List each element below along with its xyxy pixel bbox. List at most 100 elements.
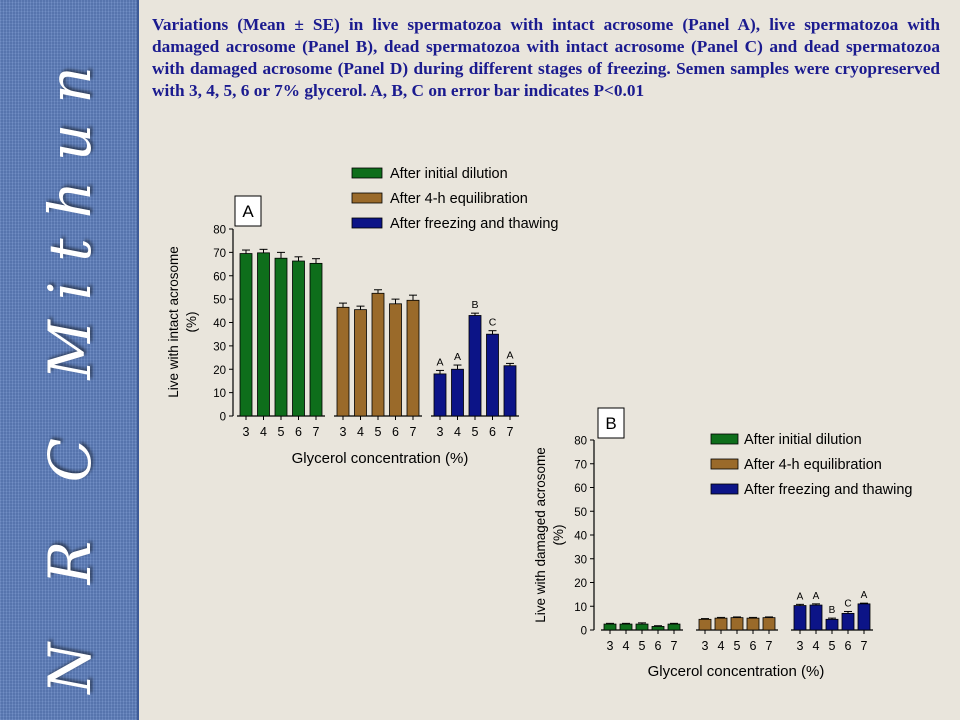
panel-b-category-label: 5 bbox=[639, 639, 646, 653]
panel-a-category-label: 3 bbox=[340, 425, 347, 439]
panel-a-legend-label: After 4-h equilibration bbox=[390, 191, 528, 207]
panel-a-significance-label: C bbox=[489, 317, 497, 329]
panel-a-bar bbox=[451, 368, 464, 417]
panel-b-significance-label: C bbox=[844, 598, 851, 609]
panel-a-y-tick-label: 10 bbox=[213, 388, 226, 400]
panel-a-significance-label: A bbox=[454, 351, 461, 363]
panel-a-label-box bbox=[234, 195, 262, 227]
panel-b-bar bbox=[793, 605, 807, 631]
panel-b-bar bbox=[762, 617, 776, 631]
panel-b-legend-label: After initial dilution bbox=[744, 432, 862, 448]
panel-a-significance-label: A bbox=[436, 356, 443, 368]
panel-b-bar bbox=[746, 617, 760, 631]
panel-b-category-label: 6 bbox=[750, 639, 757, 653]
panel-a-bar bbox=[389, 303, 402, 417]
panel-a-bar bbox=[468, 315, 482, 417]
panel-a-bar bbox=[239, 253, 253, 417]
panel-a-bar bbox=[354, 309, 367, 417]
panel-b-y-tick-label: 20 bbox=[574, 578, 587, 590]
panel-b-y-axis-title-unit: (%) bbox=[551, 525, 566, 546]
panel-a-y-tick-label: 50 bbox=[213, 295, 226, 307]
panel-b-legend-label: After 4-h equilibration bbox=[744, 457, 882, 473]
panel-a-category-label: 5 bbox=[278, 425, 285, 439]
panel-b-label: B bbox=[605, 414, 616, 433]
panel-b-legend-swatch bbox=[710, 483, 739, 495]
panel-b-significance-label: A bbox=[813, 591, 820, 602]
panel-a-bar bbox=[486, 333, 499, 417]
panel-a-category-label: 6 bbox=[295, 425, 302, 439]
panel-a-x-axis-title: Glycerol concentration (%) bbox=[292, 450, 469, 467]
panel-b-category-label: 3 bbox=[797, 639, 804, 653]
panel-a-bar bbox=[257, 252, 270, 417]
panel-a-y-tick-label: 30 bbox=[213, 341, 226, 353]
panel-b-bar bbox=[809, 604, 823, 631]
panel-a-bar bbox=[309, 262, 323, 417]
panel-b-category-label: 4 bbox=[813, 639, 820, 653]
panel-a-y-tick-label: 70 bbox=[213, 248, 226, 260]
panel-b-y-axis-title: Live with damaged acrosome (%) bbox=[533, 447, 566, 623]
panel-b-y-tick-label: 30 bbox=[574, 554, 587, 566]
panel-b-y-tick-label: 0 bbox=[581, 626, 587, 638]
panel-a-category-label: 3 bbox=[437, 425, 444, 439]
panel-a-bar bbox=[406, 299, 420, 417]
panel-a-bar bbox=[274, 257, 288, 417]
panel-b-y-tick-label: 80 bbox=[574, 436, 587, 448]
panel-b-label-box bbox=[597, 407, 625, 439]
panel-a-category-label: 7 bbox=[313, 425, 320, 439]
panel-a-y-tick-label: 80 bbox=[213, 225, 226, 237]
panel-a-category-label: 6 bbox=[489, 425, 496, 439]
panel-a-category-label: 3 bbox=[243, 425, 250, 439]
figure-caption: Variations (Mean ± SE) in live spermatoz… bbox=[152, 15, 940, 100]
panel-b-y-tick-label: 40 bbox=[574, 531, 587, 543]
panel-b-category-label: 7 bbox=[766, 639, 773, 653]
panel-b-legend-label: After freezing and thawing bbox=[744, 482, 912, 498]
panel-a-category-label: 7 bbox=[410, 425, 417, 439]
panel-b-category-label: 3 bbox=[607, 639, 614, 653]
panel-b-bar bbox=[651, 626, 665, 631]
panel-b-bar bbox=[603, 623, 617, 631]
panel-a-bar bbox=[503, 365, 517, 417]
panel-b-category-label: 6 bbox=[845, 639, 852, 653]
panel-a-y-axis-title: Live with intact acrosome (%) bbox=[166, 246, 199, 398]
panel-b-category-label: 4 bbox=[718, 639, 725, 653]
panel-b-category-label: 6 bbox=[655, 639, 662, 653]
panel-b-category-label: 4 bbox=[623, 639, 630, 653]
panel-b-category-label: 7 bbox=[671, 639, 678, 653]
panel-b-bar bbox=[857, 603, 871, 631]
panel-b-y-axis-title-main: Live with damaged acrosome bbox=[533, 447, 548, 623]
panel-b-bar bbox=[667, 623, 681, 631]
panel-b-category-label: 5 bbox=[829, 639, 836, 653]
panel-a-y-tick-label: 60 bbox=[213, 271, 226, 283]
panel-b-bar bbox=[619, 623, 633, 631]
panel-a-category-label: 4 bbox=[260, 425, 267, 439]
panel-a-legend-swatch bbox=[351, 167, 383, 179]
panel-a-significance-label: B bbox=[471, 299, 478, 311]
panel-b-bar bbox=[714, 617, 728, 631]
panel-a-y-tick-label: 20 bbox=[213, 365, 226, 377]
panel-b-bar bbox=[635, 623, 649, 631]
panel-b-y-tick-label: 70 bbox=[574, 459, 587, 471]
panel-a-legend-swatch bbox=[351, 192, 383, 204]
panel-a-category-label: 4 bbox=[357, 425, 364, 439]
panel-a-y-tick-label: 40 bbox=[213, 318, 226, 330]
panel-a-category-label: 4 bbox=[454, 425, 461, 439]
panel-b-category-label: 7 bbox=[861, 639, 868, 653]
panel-b-bar bbox=[730, 617, 744, 631]
panel-a-legend-label: After initial dilution bbox=[390, 166, 508, 182]
panel-a-category-label: 5 bbox=[472, 425, 479, 439]
panel-b-x-axis-title: Glycerol concentration (%) bbox=[648, 663, 825, 680]
panel-a-legend-swatch bbox=[351, 217, 383, 229]
panel-a-y-tick-label: 0 bbox=[220, 412, 226, 424]
panel-b-significance-label: A bbox=[861, 590, 868, 601]
panel-b-significance-label: B bbox=[829, 605, 836, 616]
panel-a-category-label: 7 bbox=[507, 425, 514, 439]
panel-b-legend-swatch bbox=[710, 458, 739, 470]
panel-b-category-label: 3 bbox=[702, 639, 709, 653]
panel-a-significance-label: A bbox=[506, 349, 513, 361]
panel-a-category-label: 5 bbox=[375, 425, 382, 439]
panel-a-legend-label: After freezing and thawing bbox=[390, 216, 558, 232]
panel-a-y-axis-title-unit: (%) bbox=[184, 312, 199, 333]
panel-a-bar bbox=[336, 306, 350, 417]
